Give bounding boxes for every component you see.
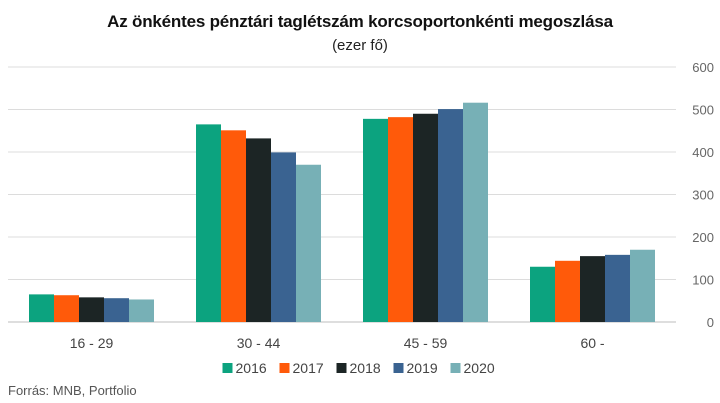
x-tick-label: 45 - 59 xyxy=(404,335,448,351)
y-tick-label: 200 xyxy=(692,230,714,245)
y-tick-label: 300 xyxy=(692,188,714,203)
bar-2019-1 xyxy=(271,152,296,322)
bar-2020-0 xyxy=(129,299,154,322)
y-tick-label: 600 xyxy=(692,60,714,75)
x-tick-label: 30 - 44 xyxy=(237,335,281,351)
bar-2019-2 xyxy=(438,109,463,322)
y-tick-label: 400 xyxy=(692,145,714,160)
legend-label-2018: 2018 xyxy=(350,360,381,376)
legend-label-2016: 2016 xyxy=(236,360,267,376)
bar-2016-3 xyxy=(530,266,555,322)
x-tick-label: 16 - 29 xyxy=(70,335,114,351)
bar-2019-0 xyxy=(104,298,129,322)
bar-2017-3 xyxy=(555,260,580,322)
bar-2016-0 xyxy=(29,294,54,322)
x-tick-label: 60 - xyxy=(580,335,604,351)
legend-label-2019: 2019 xyxy=(407,360,438,376)
legend-swatch-2019 xyxy=(393,363,404,373)
bar-2018-0 xyxy=(79,297,104,322)
source-note: Forrás: MNB, Portfolio xyxy=(8,383,137,398)
bar-2020-3 xyxy=(630,249,655,322)
chart-subtitle: (ezer fő) xyxy=(332,37,388,54)
legend-swatch-2016 xyxy=(222,363,233,373)
legend-label-2017: 2017 xyxy=(293,360,324,376)
legend-swatch-2017 xyxy=(279,363,290,373)
chart-title: Az önkéntes pénztári taglétszám korcsopo… xyxy=(107,12,613,31)
bar-2018-2 xyxy=(413,113,438,322)
bar-2018-1 xyxy=(246,138,271,322)
bar-2020-1 xyxy=(296,164,321,322)
legend-swatch-2020 xyxy=(450,363,461,373)
bar-2018-3 xyxy=(580,256,605,322)
legend-label-2020: 2020 xyxy=(464,360,495,376)
legend-swatch-2018 xyxy=(336,363,347,373)
bar-2016-1 xyxy=(196,124,221,322)
bar-2020-2 xyxy=(463,102,488,322)
y-tick-label: 500 xyxy=(692,103,714,118)
bar-2016-2 xyxy=(363,118,388,322)
bar-2017-1 xyxy=(221,130,246,322)
bar-2017-2 xyxy=(388,117,413,323)
bar-2017-0 xyxy=(54,295,79,322)
bar-2019-3 xyxy=(605,254,630,322)
y-tick-label: 0 xyxy=(707,315,714,330)
y-tick-label: 100 xyxy=(692,273,714,288)
